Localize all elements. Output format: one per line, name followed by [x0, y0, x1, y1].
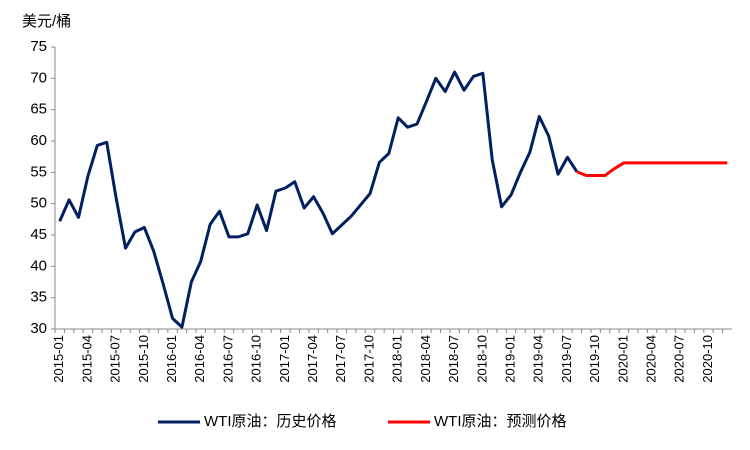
x-tick-label: 2018-07 — [446, 335, 461, 383]
x-tick-label: 2015-04 — [79, 335, 94, 383]
y-tick-label: 40 — [30, 257, 47, 274]
x-tick-label: 2018-04 — [418, 335, 433, 383]
x-tick-label: 2016-04 — [192, 335, 207, 383]
y-tick-label: 60 — [30, 132, 47, 149]
series-line — [576, 161, 728, 177]
x-tick-label: 2020-04 — [644, 335, 659, 383]
y-tick-label: 35 — [30, 289, 47, 306]
x-tick-label: 2018-01 — [390, 335, 405, 383]
y-tick-label: 45 — [30, 226, 47, 243]
y-tick-label: 30 — [30, 320, 47, 337]
x-tick-label: 2015-01 — [51, 335, 66, 383]
y-tick-label: 55 — [30, 163, 47, 180]
y-tick-label: 65 — [30, 101, 47, 118]
x-tick-label: 2020-07 — [672, 335, 687, 383]
legend-label: WTI原油：预测价格 — [434, 413, 567, 430]
y-axis-title: 美元/桶 — [22, 13, 71, 30]
x-tick-label: 2015-10 — [136, 335, 151, 383]
x-tick-label: 2019-10 — [587, 335, 602, 383]
x-tick-label: 2015-07 — [108, 335, 123, 383]
x-tick-label: 2016-01 — [164, 335, 179, 383]
x-tick-label: 2017-10 — [361, 335, 376, 383]
x-tick-label: 2020-01 — [615, 335, 630, 383]
x-tick-label: 2016-10 — [249, 335, 264, 383]
x-tick-label: 2019-07 — [559, 335, 574, 383]
x-tick-label: 2017-04 — [305, 335, 320, 383]
series-line — [58, 70, 579, 329]
y-tick-label: 75 — [30, 38, 47, 55]
x-tick-label: 2017-01 — [277, 335, 292, 383]
x-tick-label: 2017-07 — [333, 335, 348, 383]
x-tick-label: 2019-01 — [502, 335, 517, 383]
y-tick-label: 70 — [30, 69, 47, 86]
x-tick-label: 2016-07 — [220, 335, 235, 383]
y-tick-label: 50 — [30, 195, 47, 212]
legend-label: WTI原油：历史价格 — [204, 413, 337, 430]
x-tick-label: 2018-10 — [474, 335, 489, 383]
x-tick-label: 2019-04 — [531, 335, 546, 383]
x-tick-label: 2020-10 — [700, 335, 715, 383]
